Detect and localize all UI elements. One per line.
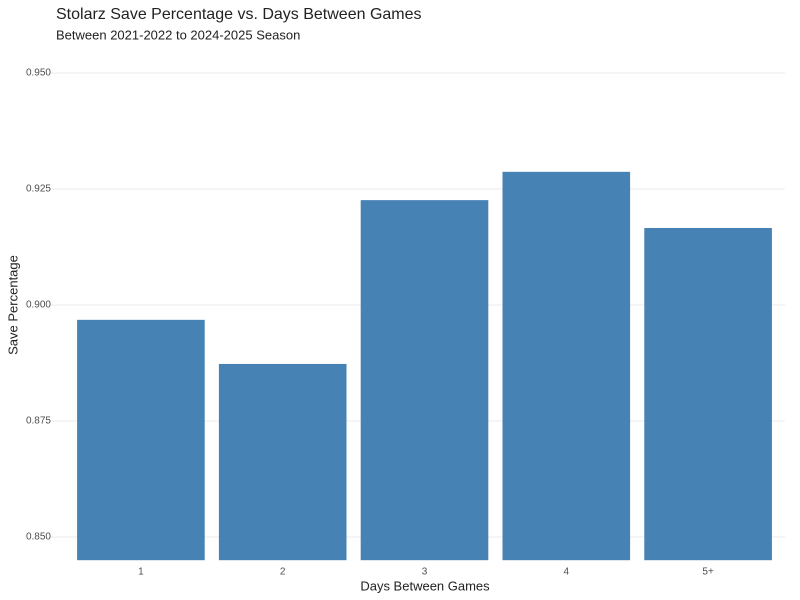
x-tick-label: 2 [280,567,286,578]
bar [77,319,205,561]
bar [360,200,489,561]
chart-subtitle: Between 2021-2022 to 2024-2025 Season [56,27,300,42]
bar [218,363,347,561]
x-tick-label: 4 [564,567,570,578]
chart-title: Stolarz Save Percentage vs. Days Between… [56,6,422,23]
bar [502,171,631,561]
y-tick-label: 0.875 [26,416,51,427]
y-tick-label: 0.925 [26,184,51,195]
y-axis-title: Save Percentage [5,255,20,355]
y-tick-label: 0.850 [26,532,51,543]
x-tick-label: 3 [422,567,428,578]
x-tick-label: 1 [138,567,144,578]
x-axis-title: Days Between Games [360,578,490,593]
y-tick-label: 0.900 [26,300,51,311]
x-tick-label: 5+ [702,567,714,578]
y-tick-label: 0.950 [26,68,51,79]
bar [644,227,772,561]
